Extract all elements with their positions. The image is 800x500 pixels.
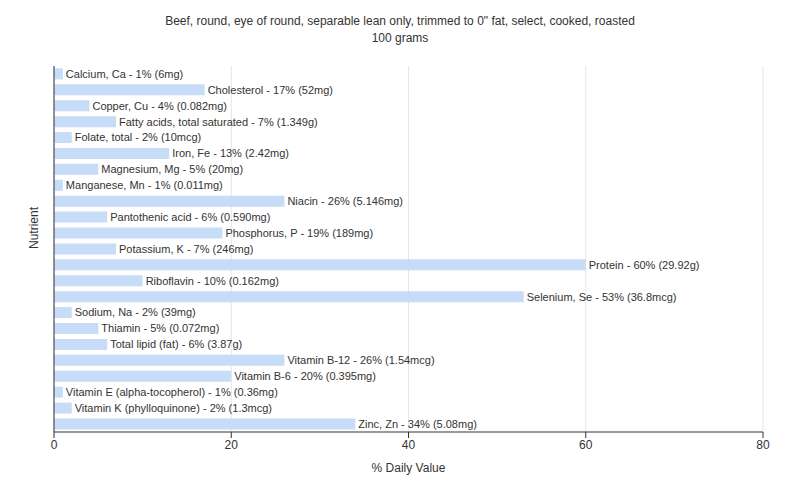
svg-text:80: 80 [756,438,770,452]
svg-text:Pantothenic acid - 6% (0.590mg: Pantothenic acid - 6% (0.590mg) [110,211,270,223]
svg-text:Phosphorus, P - 19% (189mg): Phosphorus, P - 19% (189mg) [225,227,373,239]
svg-text:Vitamin K (phylloquinone) - 2%: Vitamin K (phylloquinone) - 2% (1.3mcg) [75,402,272,414]
svg-text:Nutrient: Nutrient [27,206,41,249]
svg-text:Selenium, Se - 53% (36.8mcg): Selenium, Se - 53% (36.8mcg) [527,291,677,303]
svg-text:0: 0 [51,438,58,452]
svg-text:Fatty acids, total saturated -: Fatty acids, total saturated - 7% (1.349… [119,116,318,128]
svg-text:Vitamin B-12 - 26% (1.54mcg): Vitamin B-12 - 26% (1.54mcg) [287,354,434,366]
svg-text:Calcium, Ca - 1% (6mg): Calcium, Ca - 1% (6mg) [66,68,183,80]
svg-text:Thiamin - 5% (0.072mg): Thiamin - 5% (0.072mg) [101,322,219,334]
svg-text:Riboflavin - 10% (0.162mg): Riboflavin - 10% (0.162mg) [146,275,279,287]
svg-text:Vitamin B-6 - 20% (0.395mg): Vitamin B-6 - 20% (0.395mg) [234,370,376,382]
svg-text:Protein - 60% (29.92g): Protein - 60% (29.92g) [589,259,700,271]
svg-text:Potassium, K - 7% (246mg): Potassium, K - 7% (246mg) [119,243,254,255]
svg-text:Folate, total - 2% (10mcg): Folate, total - 2% (10mcg) [75,131,202,143]
svg-text:Sodium, Na - 2% (39mg): Sodium, Na - 2% (39mg) [75,306,196,318]
html-text:Beef, round, eye of round, sep: Beef, round, eye of round, separable lea… [165,14,635,28]
svg-text:40: 40 [402,438,416,452]
svg-text:Niacin - 26% (5.146mg): Niacin - 26% (5.146mg) [287,195,403,207]
svg-text:60: 60 [579,438,593,452]
svg-text:Vitamin E (alpha-tocopherol) -: Vitamin E (alpha-tocopherol) - 1% (0.36m… [66,386,278,398]
svg-text:Zinc, Zn - 34% (5.08mg): Zinc, Zn - 34% (5.08mg) [358,418,477,430]
svg-text:Iron, Fe - 13% (2.42mg): Iron, Fe - 13% (2.42mg) [172,147,289,159]
html-text:100 grams: 100 grams [371,31,429,45]
svg-text:Magnesium, Mg - 5% (20mg): Magnesium, Mg - 5% (20mg) [101,163,243,175]
svg-text:20: 20 [225,438,239,452]
svg-text:Manganese, Mn - 1% (0.011mg): Manganese, Mn - 1% (0.011mg) [66,179,223,191]
svg-text:Cholesterol - 17% (52mg): Cholesterol - 17% (52mg) [208,84,333,96]
svg-text:Total lipid (fat) - 6% (3.87g): Total lipid (fat) - 6% (3.87g) [110,338,242,350]
svg-text:Copper, Cu - 4% (0.082mg): Copper, Cu - 4% (0.082mg) [92,100,227,112]
svg-text:% Daily Value: % Daily Value [372,461,446,475]
